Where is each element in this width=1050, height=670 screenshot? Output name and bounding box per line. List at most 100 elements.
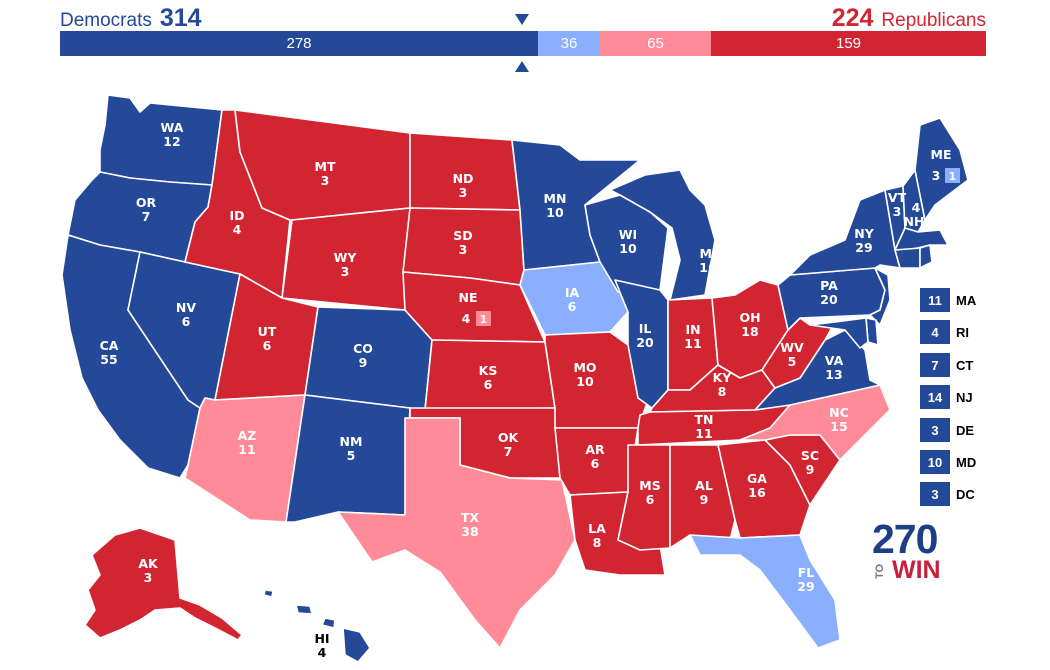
bar-lean-rep: 65: [600, 31, 711, 56]
me-district-votes: 1: [949, 170, 957, 183]
label-VA: VA: [825, 353, 844, 368]
state-TX[interactable]: [337, 417, 576, 649]
label-PA: PA: [820, 278, 838, 293]
small-state-votes: 14: [920, 385, 950, 409]
democrats-total: 314: [159, 4, 202, 32]
logo-number: 270: [872, 516, 938, 562]
votes-OH: 18: [741, 324, 758, 339]
votes-OK: 7: [504, 444, 513, 459]
votes-SD: 3: [459, 242, 468, 257]
label-WV: WV: [780, 340, 804, 355]
state-HI[interactable]: [263, 589, 371, 663]
state-NC[interactable]: [739, 384, 891, 461]
label-MO: MO: [573, 360, 596, 375]
votes-TX: 38: [461, 524, 478, 539]
votes-TN: 11: [695, 426, 712, 441]
threshold-marker-bottom-icon: [515, 61, 529, 72]
small-state-code: DC: [956, 486, 975, 502]
votes-NV: 6: [182, 314, 191, 329]
state-NH[interactable]: [902, 169, 926, 233]
state-CT[interactable]: [894, 247, 921, 269]
label-OK: OK: [498, 430, 520, 445]
small-state-MA[interactable]: 11 MA: [920, 288, 976, 312]
votes-AZ: 11: [238, 442, 255, 457]
small-state-votes: 3: [920, 482, 950, 506]
state-WA[interactable]: [99, 94, 223, 186]
small-state-code: MD: [956, 454, 977, 470]
small-state-RI[interactable]: 4 RI: [920, 320, 969, 344]
label-OH: OH: [739, 310, 760, 325]
state-RI[interactable]: [919, 244, 933, 269]
label-MS: MS: [639, 478, 660, 493]
state-MI[interactable]: [609, 169, 716, 301]
label-TN: TN: [695, 412, 714, 427]
votes-NY: 29: [855, 240, 872, 255]
votes-KS: 6: [484, 377, 493, 392]
label-VT: VT: [888, 190, 907, 205]
state-FL[interactable]: [689, 534, 841, 649]
label-NM: NM: [340, 434, 363, 449]
label-TX: TX: [461, 510, 480, 525]
state-ME[interactable]: [914, 117, 969, 221]
label-AZ: AZ: [238, 428, 257, 443]
votes-AR: 6: [591, 456, 600, 471]
label-AK: AK: [138, 556, 159, 571]
electoral-vote-bar: 278 36 65 159: [60, 31, 986, 56]
votes-NC: 15: [830, 419, 847, 434]
ne-district-votes: 1: [480, 313, 488, 326]
small-state-votes: 11: [920, 288, 950, 312]
label-LA: LA: [588, 521, 606, 536]
votes-WA: 12: [163, 134, 180, 149]
label-IL: IL: [639, 321, 652, 336]
small-state-DE[interactable]: 3 DE: [920, 418, 974, 442]
label-MI: MI: [699, 246, 716, 261]
label-NH: NH: [904, 214, 925, 229]
label-KS: KS: [479, 363, 498, 378]
votes-NE: 4: [462, 311, 471, 326]
threshold-marker-top-icon: [515, 14, 529, 25]
votes-CA: 55: [100, 352, 117, 367]
bar-safe-dem: 278: [60, 31, 538, 56]
ne-district-box[interactable]: [476, 311, 491, 326]
label-NE: NE: [458, 290, 477, 305]
label-MT: MT: [315, 159, 336, 174]
republicans-header: 224 Republicans: [832, 4, 986, 32]
me-district-box[interactable]: [945, 168, 960, 183]
democrats-header: Democrats 314: [60, 4, 202, 32]
state-CO[interactable]: [304, 306, 433, 411]
votes-NM: 5: [347, 448, 356, 463]
votes-PA: 20: [820, 292, 838, 307]
label-ME: ME: [931, 147, 952, 162]
state-MD[interactable]: [809, 317, 869, 349]
votes-NH: 4: [912, 200, 921, 215]
votes-MS: 6: [646, 492, 655, 507]
democrats-label: Democrats: [60, 10, 152, 31]
label-WI: WI: [619, 227, 637, 242]
votes-AL: 9: [700, 492, 709, 507]
state-AZ[interactable]: [184, 394, 306, 523]
small-state-MD[interactable]: 10 MD: [920, 450, 976, 474]
small-state-DC[interactable]: 3 DC: [920, 482, 975, 506]
small-state-NJ[interactable]: 14 NJ: [920, 385, 973, 409]
label-HI: HI: [314, 631, 329, 646]
votes-WI: 10: [619, 241, 637, 256]
label-NC: NC: [829, 405, 849, 420]
state-AK[interactable]: [84, 527, 243, 641]
state-NY[interactable]: [789, 189, 901, 276]
republicans-total: 224: [831, 4, 874, 32]
label-AR: AR: [585, 442, 605, 457]
label-WA: WA: [161, 120, 184, 135]
votes-CO: 9: [359, 355, 368, 370]
votes-HI: 4: [318, 645, 327, 660]
votes-ME: 3: [932, 168, 941, 183]
label-OR: OR: [136, 195, 157, 210]
small-state-CT[interactable]: 7 CT: [920, 353, 973, 377]
small-state-code: CT: [956, 357, 974, 373]
label-MN: MN: [544, 191, 567, 206]
small-state-votes: 10: [920, 450, 950, 474]
label-NY: NY: [854, 226, 874, 241]
votes-ID: 4: [233, 222, 242, 237]
votes-VA: 13: [825, 367, 842, 382]
270towin-logo[interactable]: 270 TO WIN: [872, 516, 944, 584]
